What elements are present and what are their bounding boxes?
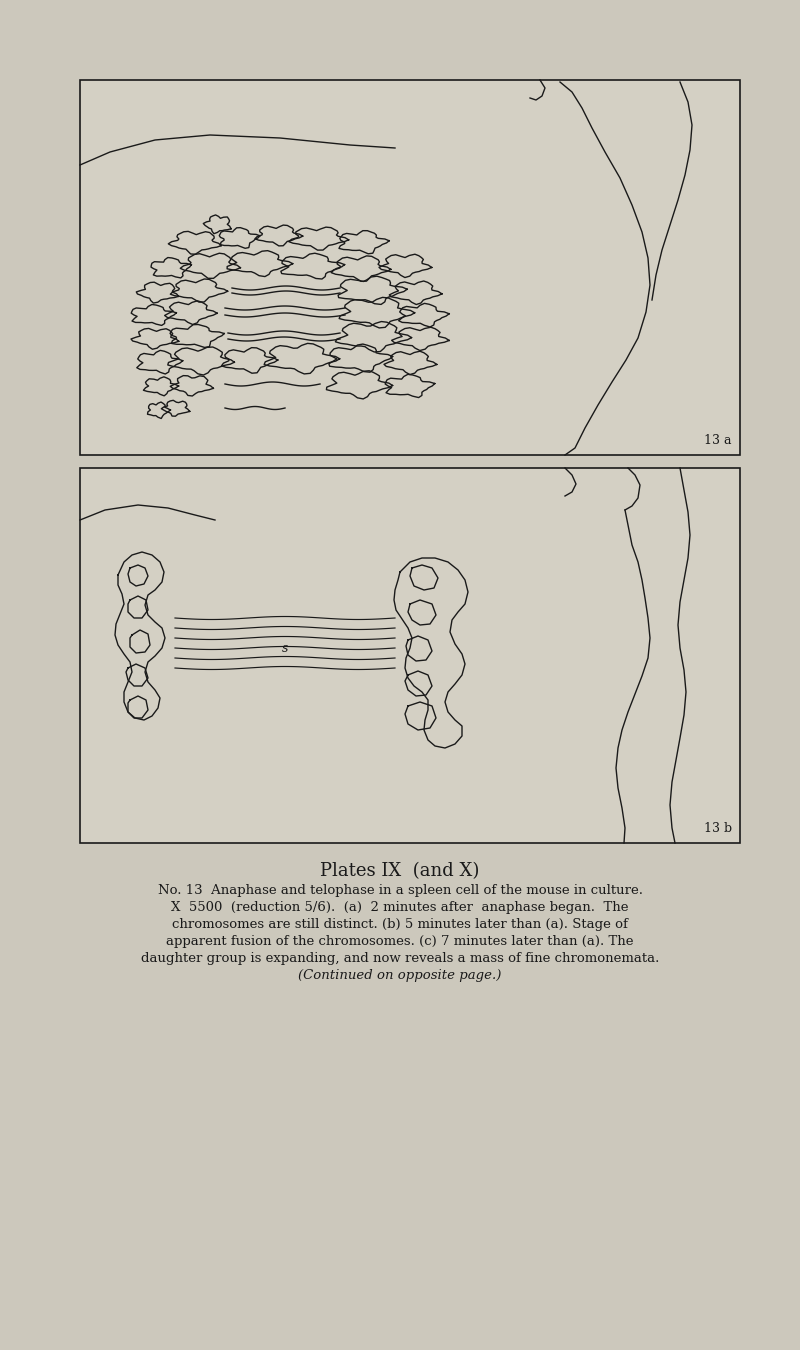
Text: s: s [282, 641, 288, 655]
Text: No. 13  Anaphase and telophase in a spleen cell of the mouse in culture.: No. 13 Anaphase and telophase in a splee… [158, 884, 642, 896]
Text: X  5500  (reduction 5/6).  (a)  2 minutes after  anaphase began.  The: X 5500 (reduction 5/6). (a) 2 minutes af… [171, 900, 629, 914]
Text: chromosomes are still distinct. (b) 5 minutes later than (a). Stage of: chromosomes are still distinct. (b) 5 mi… [172, 918, 628, 932]
Text: Plates IX  (and X): Plates IX (and X) [320, 863, 480, 880]
Text: (Continued on opposite page.): (Continued on opposite page.) [298, 969, 502, 981]
Text: daughter group is expanding, and now reveals a mass of fine chromonemata.: daughter group is expanding, and now rev… [141, 952, 659, 965]
Text: apparent fusion of the chromosomes. (c) 7 minutes later than (a). The: apparent fusion of the chromosomes. (c) … [166, 936, 634, 948]
Bar [80, 468, 740, 842]
Text: 13 b: 13 b [704, 822, 732, 836]
Bar [80, 80, 740, 455]
Text: 13 a: 13 a [705, 433, 732, 447]
